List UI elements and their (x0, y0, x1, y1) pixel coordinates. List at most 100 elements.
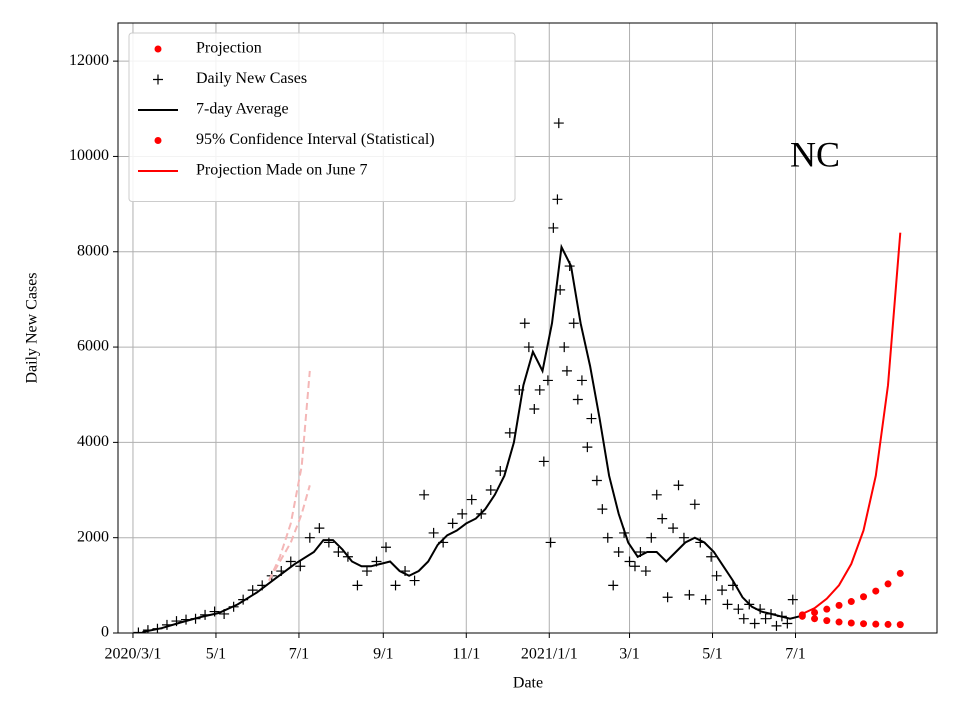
x-axis-label: Date (513, 675, 543, 692)
plus-marker (608, 580, 619, 591)
y-tick-label: 0 (101, 624, 109, 641)
plus-marker (646, 532, 657, 543)
dot-marker (896, 569, 904, 577)
plus-marker (538, 456, 549, 467)
dot-marker (798, 612, 806, 620)
plus-marker (447, 518, 458, 529)
dot-marker (860, 593, 868, 601)
dot-marker (811, 609, 819, 617)
plus-marker (782, 618, 793, 629)
plus-marker (553, 118, 564, 129)
plus-marker (314, 523, 325, 534)
y-tick-label: 2000 (77, 528, 109, 545)
plus-marker (519, 318, 530, 329)
annotation: NC (790, 134, 840, 174)
plus-marker (419, 489, 430, 500)
plus-marker (295, 561, 306, 572)
x-tick-label: 7/1 (785, 646, 805, 663)
plus-marker (602, 532, 613, 543)
y-tick-label: 4000 (77, 433, 109, 450)
dot-marker (835, 601, 843, 609)
x-tick-label: 2020/3/1 (105, 646, 162, 663)
plus-marker (352, 580, 363, 591)
plus-marker (668, 523, 679, 534)
plus-marker (390, 580, 401, 591)
plus-marker (591, 475, 602, 486)
plus-marker (771, 620, 782, 631)
plus-marker (733, 604, 744, 615)
legend-label: 95% Confidence Interval (Statistical) (196, 131, 435, 148)
plus-marker (711, 570, 722, 581)
plus-marker (552, 194, 563, 205)
legend-marker (154, 137, 162, 144)
dot-marker (835, 618, 843, 626)
y-tick-label: 12000 (69, 52, 109, 69)
plus-marker (586, 413, 597, 424)
plot-frame (117, 22, 938, 634)
y-tick-label: 6000 (77, 338, 109, 355)
dot-marker (884, 620, 892, 628)
plus-marker (624, 556, 635, 567)
x-tick-label: 9/1 (373, 646, 393, 663)
plus-marker (689, 499, 700, 510)
plus-marker (304, 532, 315, 543)
plus-marker (582, 442, 593, 453)
dot-marker (872, 587, 880, 595)
plus-marker (749, 618, 760, 629)
legend-label: Projection (196, 40, 262, 57)
plus-marker (787, 594, 798, 605)
y-tick-label: 8000 (77, 242, 109, 259)
plus-marker (409, 575, 420, 586)
plus-marker (568, 318, 579, 329)
plus-marker (457, 508, 468, 519)
plus-marker (597, 504, 608, 515)
plus-marker (285, 556, 296, 567)
x-tick-label: 3/1 (619, 646, 639, 663)
plus-marker (428, 527, 439, 538)
y-tick-label: 10000 (69, 147, 109, 164)
series-line (801, 232, 902, 615)
dot-marker (847, 598, 855, 606)
legend-marker (154, 45, 162, 53)
x-tick-label: 5/1 (702, 646, 722, 663)
plus-marker (673, 480, 684, 491)
plus-marker (651, 489, 662, 500)
plus-marker (706, 551, 717, 562)
dot-marker (896, 621, 904, 629)
legend-label: 7-day Average (196, 101, 289, 118)
y-axis-label: Daily New Cases (24, 272, 41, 383)
legend-box (128, 32, 516, 202)
plus-marker (466, 494, 477, 505)
dot-marker (823, 617, 831, 625)
x-tick-label: 2021/1/1 (521, 646, 578, 663)
dot-marker (811, 615, 819, 623)
legend-label: Daily New Cases (196, 70, 307, 87)
plus-marker (572, 394, 583, 405)
plus-marker (657, 513, 668, 524)
plus-marker (495, 465, 506, 476)
dot-marker (884, 580, 892, 588)
plus-marker (760, 613, 771, 624)
plus-marker (545, 537, 556, 548)
plus-marker (381, 542, 392, 553)
dot-marker (872, 620, 880, 628)
plus-marker (333, 546, 344, 557)
legend: Projection Daily New Cases 7-day Average 95… (128, 32, 516, 202)
plus-marker (247, 585, 258, 596)
dot-marker (823, 605, 831, 613)
x-tick-label: 5/1 (206, 646, 226, 663)
plus-marker (504, 427, 515, 438)
plus-marker (534, 384, 545, 395)
x-tick-label: 11/1 (452, 646, 480, 663)
plus-marker (738, 613, 749, 624)
plus-marker (717, 585, 728, 596)
plus-marker (684, 589, 695, 600)
plus-marker (548, 222, 559, 233)
plus-marker (576, 375, 587, 386)
plus-marker (662, 592, 673, 603)
dot-marker (847, 619, 855, 627)
x-tick-label: 7/1 (289, 646, 309, 663)
plus-marker (529, 404, 540, 415)
series-line (142, 243, 800, 633)
